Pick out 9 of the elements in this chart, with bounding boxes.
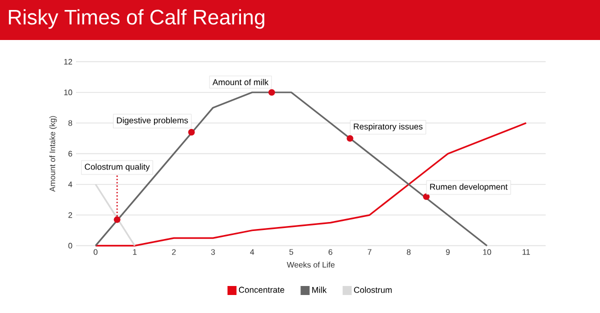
legend-label: Concentrate — [238, 286, 284, 293]
annotation: Colostrum quality — [84, 164, 150, 172]
annotation: Amount of milk — [212, 78, 269, 86]
chart-title: Risky Times of Calf Rearing — [8, 9, 264, 29]
annotation: Digestive problems — [116, 117, 188, 126]
annotation: Rumen development — [430, 184, 508, 192]
legend-label: Colostrum — [354, 286, 392, 293]
annotation: Respiratory issues — [354, 123, 423, 132]
legend-label: Milk — [312, 286, 327, 293]
